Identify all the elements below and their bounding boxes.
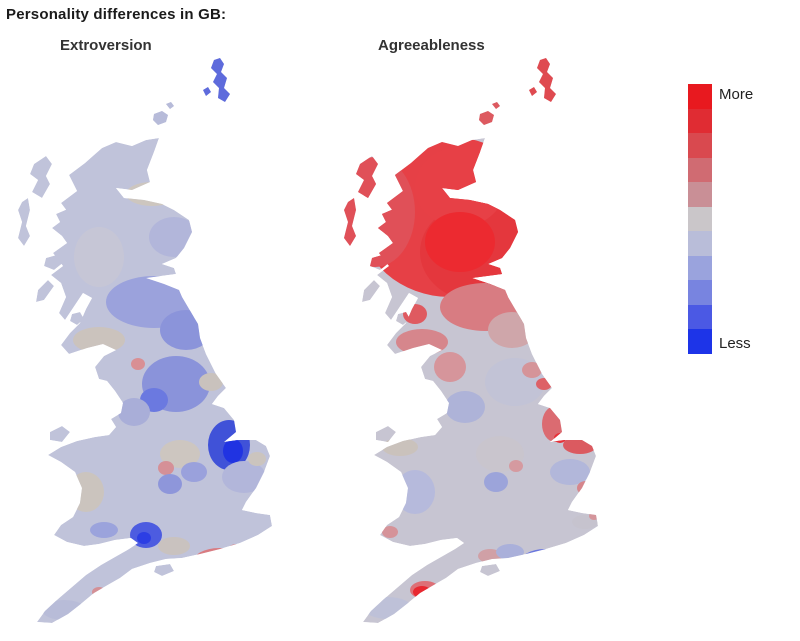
region-blob [496,544,524,560]
map-extroversion [18,58,272,623]
region-blob [137,532,151,544]
region-blob [160,310,212,350]
region-blob [445,391,485,423]
legend-cell [688,304,712,329]
map-agreeableness [344,58,598,623]
region-blob [554,433,566,443]
region-blob [522,563,534,573]
region-blob [73,327,125,353]
legend-cell [688,84,712,109]
region-blob [413,586,431,598]
region-blob [199,373,223,391]
region-blob [382,438,418,456]
region-blob [488,312,536,348]
region-blob [525,58,565,108]
region-blob [158,474,182,494]
region-blob [589,512,598,520]
legend-cell [688,108,712,133]
region-blob [484,472,508,492]
region-blob [144,98,184,126]
legend-less-label: Less [719,335,751,352]
legend-cell [688,329,712,354]
legend-cell [688,231,712,256]
region-blob [208,552,234,568]
region-blob [396,329,448,355]
region-blob [126,182,178,206]
region-blob [222,461,266,493]
region-blob [209,562,219,570]
region-blob [158,537,190,555]
page-title: Personality differences in GB: [6,6,227,23]
region-blob [158,461,174,475]
region-blob [395,470,435,514]
map-title-extroversion: Extroversion [60,37,152,54]
region-blob [181,462,207,482]
region-blob [68,472,104,512]
region-blob [382,526,398,538]
region-blob [364,597,412,619]
region-blob [118,398,150,426]
region-blob [193,548,245,576]
legend-cell [688,182,712,207]
region-blob [536,378,552,390]
region-blob [344,157,415,267]
legend: More Less [688,84,768,354]
region-blob [160,440,200,468]
legend-cell [688,206,712,231]
region-blob [529,551,555,569]
legend-cell [688,157,712,182]
legend-cell [688,255,712,280]
region-blob [90,522,118,538]
region-blob [522,362,542,378]
legend-cell [688,133,712,158]
region-blob [403,304,427,324]
region-blob [248,452,266,466]
region-blob [563,436,597,454]
region-blob [425,212,495,272]
legend-scale [688,84,712,354]
region-blob [149,217,199,257]
legend-more-label: More [719,86,754,103]
region-blob [223,439,243,463]
region-blob [470,98,510,126]
region-blob [434,352,466,382]
region-blob [42,600,86,620]
region-blob [74,227,124,287]
region-blob [509,460,523,472]
region-blob [131,358,145,370]
legend-cell [688,280,712,305]
region-blob [519,549,571,579]
region-blob [550,459,590,485]
region-blob [197,567,211,577]
region-blob [577,481,595,495]
map-title-agreeableness: Agreeableness [378,37,485,54]
region-blob [92,587,106,597]
region-blob [199,58,239,108]
region-blob [228,544,244,556]
